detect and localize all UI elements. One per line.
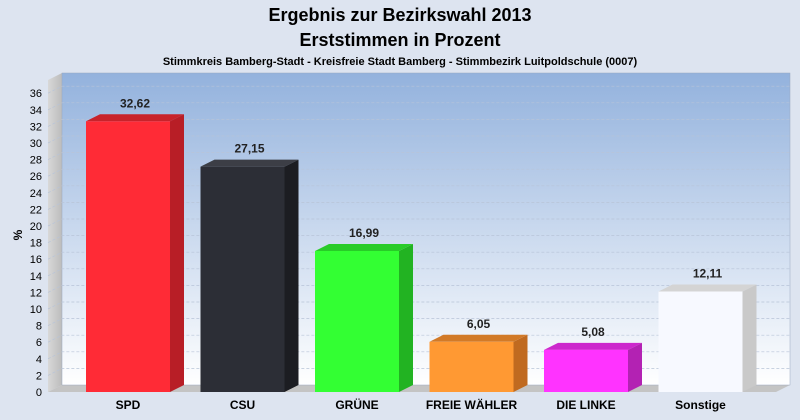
y-tick-label: 24: [30, 188, 42, 200]
bar-top: [200, 159, 299, 167]
y-tick-label: 32: [30, 121, 42, 133]
x-tick-label: CSU: [230, 398, 255, 412]
x-tick-label: GRÜNE: [335, 397, 378, 412]
bar-top: [544, 342, 642, 350]
bar-freie-wähler: [429, 334, 528, 392]
grid-lines: [47, 85, 790, 376]
x-tick-label: SPD: [116, 398, 141, 412]
grid-line: [47, 334, 790, 343]
bar-front: [429, 341, 514, 392]
chart-subtitle-2: Stimmkreis Bamberg-Stadt - Kreisfreie St…: [163, 56, 638, 68]
grid-line: [47, 152, 790, 160]
bar-spd: [86, 114, 184, 392]
value-label: 32,62: [120, 96, 150, 110]
x-tick-label: Sonstige: [675, 398, 726, 412]
grid-line: [47, 119, 790, 127]
value-label: 5,08: [581, 325, 605, 339]
bar-front: [658, 291, 743, 392]
bar-top: [429, 334, 528, 342]
y-tick-label: 8: [36, 321, 42, 333]
grid-line: [47, 102, 790, 111]
y-tick-label: 18: [30, 238, 42, 250]
grid-line: [47, 235, 790, 243]
bar-top: [86, 114, 184, 122]
bar-front: [200, 166, 285, 392]
bar-sonstige: [658, 284, 757, 392]
y-tick-label: 10: [30, 304, 42, 316]
bar-side: [170, 114, 184, 392]
bar-side: [399, 243, 413, 392]
grid-line: [47, 135, 790, 144]
bar-side: [628, 342, 642, 392]
y-tick-label: 26: [30, 171, 42, 183]
bar-csu: [200, 159, 299, 392]
grid-line: [47, 168, 790, 177]
y-axis-label: %: [11, 229, 25, 240]
grid-line: [47, 285, 790, 293]
value-label: 16,99: [349, 226, 379, 240]
y-tick-label: 16: [30, 254, 42, 266]
x-tick-label: FREIE WÄHLER: [426, 397, 518, 412]
chart-title: Ergebnis zur Bezirkswahl 2013: [268, 5, 531, 25]
grid-line: [47, 218, 790, 227]
bar-top: [315, 243, 413, 251]
y-tick-label: 30: [30, 138, 42, 150]
grid-line: [47, 268, 790, 277]
bars: [86, 114, 757, 392]
grid-line: [47, 202, 790, 210]
bar-front: [315, 250, 399, 392]
bar-side: [284, 159, 299, 392]
plot-left-wall: [48, 73, 62, 392]
y-tick-label: 22: [30, 204, 42, 216]
bar-front: [544, 349, 628, 392]
bar-front: [86, 121, 170, 392]
chart-subtitle: Erststimmen in Prozent: [299, 30, 500, 50]
bar-top: [658, 284, 757, 292]
value-label: 27,15: [234, 142, 264, 156]
bar-die-linke: [544, 342, 642, 392]
y-tick-label: 14: [30, 271, 42, 283]
y-tick-label: 28: [30, 155, 42, 167]
y-tick-label: 0: [36, 387, 42, 399]
y-tick-label: 2: [36, 370, 42, 382]
grid-line: [47, 185, 790, 194]
y-tick-label: 36: [30, 88, 42, 100]
bar-grüne: [315, 243, 413, 392]
bar-side: [742, 284, 757, 392]
grid-line: [47, 85, 790, 94]
value-labels: 32,62 27,15 16,99 6,05 5,08 12,11: [120, 96, 723, 339]
value-label: 12,11: [693, 266, 723, 280]
y-tick-label: 6: [36, 337, 42, 349]
y-tick-label: 4: [36, 354, 42, 366]
grid-line: [47, 318, 790, 326]
value-label: 6,05: [467, 317, 491, 331]
x-axis-labels: SPD CSU GRÜNE FREIE WÄHLER DIE LINKE Sonstige: [116, 397, 727, 412]
y-tick-label: 34: [30, 105, 42, 117]
bar-side: [513, 334, 528, 392]
grid-line: [47, 251, 790, 260]
grid-line: [47, 301, 790, 310]
y-tick-label: 12: [30, 287, 42, 299]
y-tick-label: 20: [30, 221, 42, 233]
x-tick-label: DIE LINKE: [556, 398, 615, 412]
